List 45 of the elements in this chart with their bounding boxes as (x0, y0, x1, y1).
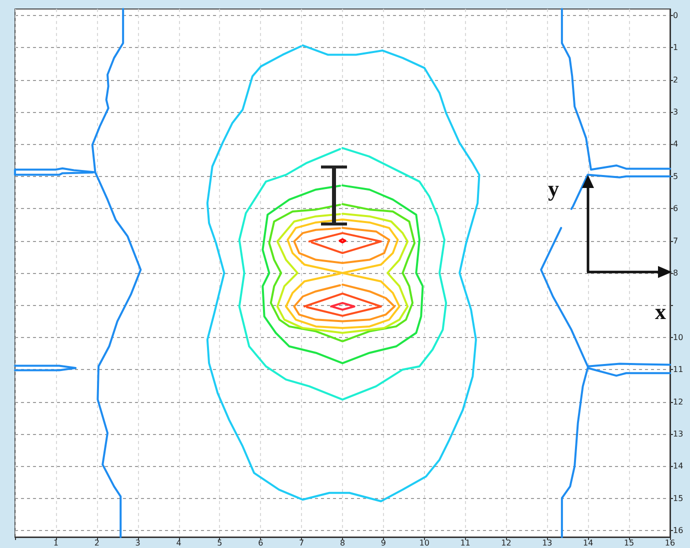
y-tick-label: 1 (673, 43, 678, 52)
line-series (308, 232, 382, 254)
line-series (276, 212, 409, 334)
x-tick-label: 1 (53, 538, 58, 548)
x-tick-label: 2 (94, 538, 100, 548)
x-tick-label: 3 (135, 538, 140, 548)
y-tick-label: 14 (673, 462, 684, 471)
y-tick-label: 2 (673, 75, 678, 84)
line-series (285, 218, 400, 330)
x-tick-label: 7 (299, 538, 304, 548)
y-tick-label: 3 (673, 108, 678, 117)
y-tick-label: 7 (673, 236, 678, 246)
line-series (293, 284, 396, 322)
x-tick-label: 6 (258, 538, 264, 548)
x-tick-label: 10 (419, 538, 430, 548)
y-tick-label: 6 (673, 204, 678, 214)
x-tick-label: 14 (583, 538, 594, 548)
line-series (268, 203, 416, 342)
line-series (560, 8, 671, 171)
x-tick-label: 5 (217, 538, 222, 548)
y-tick-label: 15 (673, 494, 684, 503)
line-series (293, 226, 390, 264)
y-tick-label: 5 (673, 172, 678, 181)
y-tick-label: 12 (673, 397, 684, 406)
line-series (330, 302, 356, 311)
y-tick-label: 11 (673, 365, 684, 374)
y-tick-label: 8 (673, 268, 678, 278)
line-series (206, 44, 480, 502)
annotation: y (548, 176, 559, 201)
line-series (238, 147, 448, 401)
x-tick-label: 11 (460, 538, 470, 548)
line-series (303, 292, 382, 317)
y-tick-label: 13 (673, 429, 684, 438)
x-tick-label: 12 (501, 538, 512, 548)
line-series (262, 184, 424, 364)
y-tick-label: 10 (673, 332, 684, 342)
x-tick-label: 9 (380, 538, 386, 548)
x-tick-label: 8 (340, 538, 346, 548)
y-tick-label: 4 (673, 140, 678, 149)
y-tick-label: 0 (673, 10, 678, 20)
annotation: x (655, 299, 666, 324)
x-tick-label: 13 (542, 538, 552, 548)
y-tick-label: 16 (673, 526, 684, 536)
x-tick-label: 15 (624, 538, 634, 548)
x-tick-label: 4 (176, 538, 182, 548)
